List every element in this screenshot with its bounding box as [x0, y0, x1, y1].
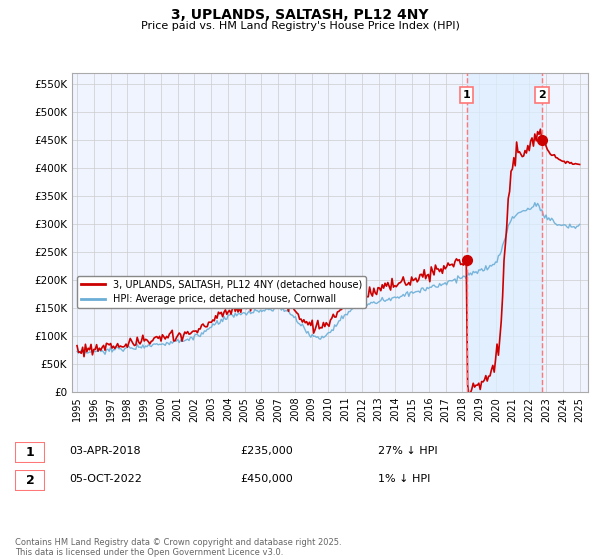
- Text: 1% ↓ HPI: 1% ↓ HPI: [378, 474, 430, 484]
- FancyBboxPatch shape: [15, 442, 45, 463]
- Text: Price paid vs. HM Land Registry's House Price Index (HPI): Price paid vs. HM Land Registry's House …: [140, 21, 460, 31]
- Text: 03-APR-2018: 03-APR-2018: [69, 446, 140, 456]
- Text: 05-OCT-2022: 05-OCT-2022: [69, 474, 142, 484]
- Text: Contains HM Land Registry data © Crown copyright and database right 2025.
This d: Contains HM Land Registry data © Crown c…: [15, 538, 341, 557]
- Text: £235,000: £235,000: [240, 446, 293, 456]
- FancyBboxPatch shape: [15, 470, 45, 491]
- Text: £450,000: £450,000: [240, 474, 293, 484]
- Legend: 3, UPLANDS, SALTASH, PL12 4NY (detached house), HPI: Average price, detached hou: 3, UPLANDS, SALTASH, PL12 4NY (detached …: [77, 276, 366, 308]
- Bar: [467, 73, 542, 392]
- Text: 1: 1: [463, 90, 470, 100]
- Text: 2: 2: [26, 474, 34, 487]
- Text: 1: 1: [26, 446, 34, 459]
- Text: 2: 2: [538, 90, 546, 100]
- Text: 3, UPLANDS, SALTASH, PL12 4NY: 3, UPLANDS, SALTASH, PL12 4NY: [171, 8, 429, 22]
- Text: 27% ↓ HPI: 27% ↓ HPI: [378, 446, 437, 456]
